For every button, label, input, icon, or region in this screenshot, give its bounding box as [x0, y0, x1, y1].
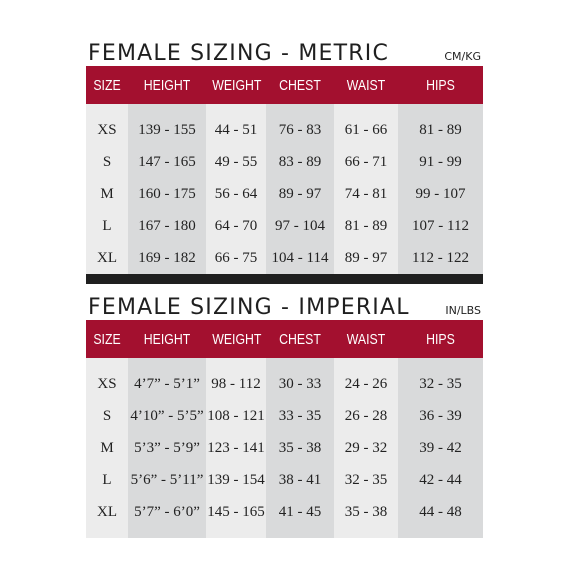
table-cell: 61 - 66: [334, 114, 398, 146]
table-cell: 98 - 112: [206, 368, 266, 400]
table-cell: 30 - 33: [266, 368, 334, 400]
table-cell: 139 - 155: [128, 114, 206, 146]
table-cell: 160 - 175: [128, 178, 206, 210]
table-cell: 139 - 154: [206, 464, 266, 496]
table-cell: 145 - 165: [206, 496, 266, 528]
metric-table: SIZE HEIGHT WEIGHT CHEST WAIST HIPS XS 1…: [86, 66, 483, 284]
section-divider: [86, 274, 483, 284]
table-cell: 44 - 51: [206, 114, 266, 146]
imperial-unit: IN/LBS: [445, 304, 481, 317]
table-cell: XL: [86, 242, 128, 274]
metric-header-cell: SIZE: [93, 76, 121, 94]
table-cell: S: [86, 400, 128, 432]
table-cell: L: [86, 464, 128, 496]
table-cell: 35 - 38: [334, 496, 398, 528]
metric-unit: CM/KG: [444, 50, 481, 63]
imperial-header-cell: CHEST: [279, 330, 321, 348]
table-row: L 167 - 180 64 - 70 97 - 104 81 - 89 107…: [86, 210, 483, 242]
imperial-header-cell: HEIGHT: [143, 330, 191, 348]
table-cell: 4’7” - 5’1”: [128, 368, 206, 400]
imperial-header-cell: WAIST: [346, 330, 386, 348]
imperial-title-row: FEMALE SIZING - IMPERIAL IN/LBS: [86, 290, 483, 320]
table-cell: 42 - 44: [398, 464, 483, 496]
table-cell: XL: [86, 496, 128, 528]
table-cell: 169 - 182: [128, 242, 206, 274]
imperial-title: FEMALE SIZING - IMPERIAL: [88, 295, 410, 320]
table-cell: 44 - 48: [398, 496, 483, 528]
metric-title-row: FEMALE SIZING - METRIC CM/KG: [86, 36, 483, 66]
table-cell: 66 - 75: [206, 242, 266, 274]
table-cell: 38 - 41: [266, 464, 334, 496]
metric-header-row: SIZE HEIGHT WEIGHT CHEST WAIST HIPS: [86, 66, 483, 104]
imperial-pad-row: [86, 358, 483, 368]
metric-header-cell: HEIGHT: [143, 76, 191, 94]
imperial-section: FEMALE SIZING - IMPERIAL IN/LBS SIZE HEI…: [86, 290, 483, 538]
table-row: XL 5’7” - 6’0” 145 - 165 41 - 45 35 - 38…: [86, 496, 483, 528]
imperial-header-cell: SIZE: [93, 330, 121, 348]
table-cell: 89 - 97: [334, 242, 398, 274]
table-cell: M: [86, 178, 128, 210]
table-cell: 81 - 89: [398, 114, 483, 146]
imperial-header-row: SIZE HEIGHT WEIGHT CHEST WAIST HIPS: [86, 320, 483, 358]
table-cell: 99 - 107: [398, 178, 483, 210]
table-cell: 97 - 104: [266, 210, 334, 242]
table-cell: 123 - 141: [206, 432, 266, 464]
table-cell: 66 - 71: [334, 146, 398, 178]
metric-header-cell: HIPS: [426, 76, 455, 94]
table-row: XS 4’7” - 5’1” 98 - 112 30 - 33 24 - 26 …: [86, 368, 483, 400]
table-cell: 81 - 89: [334, 210, 398, 242]
table-cell: 64 - 70: [206, 210, 266, 242]
table-cell: 76 - 83: [266, 114, 334, 146]
imperial-header-cell: HIPS: [426, 330, 455, 348]
table-cell: 5’3” - 5’9”: [128, 432, 206, 464]
metric-header-cell: WAIST: [346, 76, 386, 94]
imperial-pad-row: [86, 528, 483, 538]
table-cell: 32 - 35: [398, 368, 483, 400]
table-row: M 160 - 175 56 - 64 89 - 97 74 - 81 99 -…: [86, 178, 483, 210]
table-cell: 33 - 35: [266, 400, 334, 432]
table-cell: 41 - 45: [266, 496, 334, 528]
table-cell: 39 - 42: [398, 432, 483, 464]
metric-title: FEMALE SIZING - METRIC: [88, 41, 390, 66]
table-row: M 5’3” - 5’9” 123 - 141 35 - 38 29 - 32 …: [86, 432, 483, 464]
table-cell: 107 - 112: [398, 210, 483, 242]
table-cell: 4’10” - 5’5”: [128, 400, 206, 432]
table-row: L 5’6” - 5’11” 139 - 154 38 - 41 32 - 35…: [86, 464, 483, 496]
table-row: XS 139 - 155 44 - 51 76 - 83 61 - 66 81 …: [86, 114, 483, 146]
table-cell: XS: [86, 368, 128, 400]
table-cell: 89 - 97: [266, 178, 334, 210]
table-cell: S: [86, 146, 128, 178]
table-cell: 167 - 180: [128, 210, 206, 242]
table-cell: 56 - 64: [206, 178, 266, 210]
table-cell: 35 - 38: [266, 432, 334, 464]
metric-header-cell: CHEST: [279, 76, 321, 94]
table-cell: 32 - 35: [334, 464, 398, 496]
table-cell: 74 - 81: [334, 178, 398, 210]
table-cell: 36 - 39: [398, 400, 483, 432]
table-row: S 4’10” - 5’5” 108 - 121 33 - 35 26 - 28…: [86, 400, 483, 432]
table-row: XL 169 - 182 66 - 75 104 - 114 89 - 97 1…: [86, 242, 483, 274]
table-cell: 26 - 28: [334, 400, 398, 432]
table-cell: 5’7” - 6’0”: [128, 496, 206, 528]
metric-header-cell: WEIGHT: [212, 76, 262, 94]
table-cell: 83 - 89: [266, 146, 334, 178]
table-row: S 147 - 165 49 - 55 83 - 89 66 - 71 91 -…: [86, 146, 483, 178]
table-cell: XS: [86, 114, 128, 146]
table-cell: 24 - 26: [334, 368, 398, 400]
imperial-table: SIZE HEIGHT WEIGHT CHEST WAIST HIPS XS 4…: [86, 320, 483, 538]
imperial-header-cell: WEIGHT: [212, 330, 262, 348]
table-cell: 5’6” - 5’11”: [128, 464, 206, 496]
table-cell: L: [86, 210, 128, 242]
table-cell: 147 - 165: [128, 146, 206, 178]
table-cell: 104 - 114: [266, 242, 334, 274]
table-cell: 91 - 99: [398, 146, 483, 178]
metric-pad-row: [86, 104, 483, 114]
table-cell: 49 - 55: [206, 146, 266, 178]
table-cell: M: [86, 432, 128, 464]
table-cell: 29 - 32: [334, 432, 398, 464]
table-cell: 108 - 121: [206, 400, 266, 432]
table-cell: 112 - 122: [398, 242, 483, 274]
metric-section: FEMALE SIZING - METRIC CM/KG SIZE HEIGHT…: [86, 36, 483, 284]
